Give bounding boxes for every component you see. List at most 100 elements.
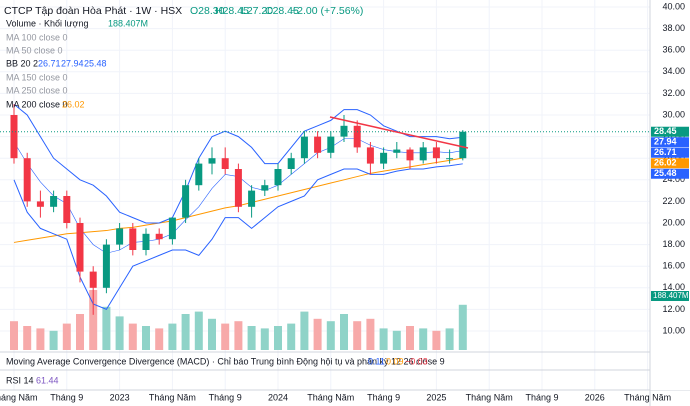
volume-bar	[23, 326, 32, 350]
volume-bar	[62, 323, 71, 350]
plot	[0, 0, 650, 390]
volume-bar	[458, 304, 467, 350]
candle-body	[327, 136, 335, 153]
indicator-value: 188.407M	[108, 18, 148, 28]
volume-bar	[181, 314, 190, 350]
y-tick-label: 12.00	[662, 304, 685, 314]
price-tag-label: 28.45	[654, 126, 677, 136]
ohlc: +2.00 (+7.56%)	[291, 5, 363, 17]
x-tick-label: Tháng 9	[525, 392, 558, 402]
candle-body	[168, 217, 176, 240]
volume-bar	[287, 323, 296, 350]
price-tag-label: 26.02	[654, 158, 677, 168]
candle-body	[446, 158, 454, 160]
candle-body	[261, 185, 269, 191]
candle-body	[300, 136, 308, 159]
y-tick-label: 10.00	[662, 325, 685, 335]
candle-body	[23, 158, 31, 202]
candle-body	[419, 147, 427, 161]
y-tick-label: 16.00	[662, 261, 685, 271]
price-axis	[650, 0, 690, 390]
candle-body	[353, 125, 361, 148]
axis-group: 40.0038.0036.0034.0032.0030.0028.0026.00…	[651, 1, 689, 335]
price-tag	[651, 137, 689, 148]
candle-body	[50, 196, 58, 207]
indicator-value: 26.71	[38, 58, 61, 68]
candle-body	[221, 158, 229, 169]
candle-body	[182, 185, 190, 218]
x-tick-label: Tháng 9	[367, 392, 400, 402]
volume-bar	[155, 328, 164, 350]
candle-body	[340, 125, 348, 137]
volume-bar	[36, 328, 45, 350]
indicator-value: 27.94	[61, 58, 84, 68]
macd-title: Moving Average Convergence Divergence (M…	[6, 356, 445, 366]
volume-bar	[102, 306, 111, 350]
volume-bar	[313, 318, 322, 350]
candle-body	[116, 228, 124, 245]
x-tick-label: Tháng Năm	[307, 392, 354, 402]
bb-lower-line	[13, 163, 463, 311]
bb-upper-line	[13, 103, 463, 224]
volume-tag	[651, 291, 689, 301]
indicator-label: MA 250 close 0	[6, 85, 68, 95]
y-tick-label: 38.00	[662, 23, 685, 33]
volume-bar	[379, 328, 388, 350]
indicator-label: MA 150 close 0	[6, 72, 68, 82]
price-tag	[651, 168, 689, 179]
volume-bar	[194, 311, 203, 350]
candle-body	[287, 158, 295, 169]
indicator-label: MA 100 close 0	[6, 32, 68, 42]
candle-body	[36, 201, 44, 207]
rsi-value: 61.44	[36, 375, 59, 385]
candle-body	[10, 115, 18, 159]
y-tick-label: 24.00	[662, 174, 685, 184]
volume-bar	[208, 318, 216, 350]
trend-line	[329, 116, 469, 149]
indicator-label: Volume · Khối lượng	[6, 18, 88, 28]
ohlc: L27.20	[241, 5, 273, 17]
y-tick-label: 40.00	[662, 1, 685, 11]
price-tag-label: 25.48	[654, 168, 677, 178]
x-tick-label: Tháng Năm	[149, 392, 196, 402]
candle-body	[234, 169, 242, 207]
price-tag	[651, 158, 689, 169]
candle-body	[366, 147, 374, 164]
candle-body	[102, 244, 110, 288]
x-tick-label: Tháng 9	[50, 392, 83, 402]
volume-bar	[168, 323, 177, 350]
candle-body	[314, 136, 322, 153]
candle-body	[89, 271, 97, 288]
volume-bar	[432, 330, 441, 350]
volume-bar	[10, 321, 18, 350]
candle-body	[208, 158, 216, 164]
price-tag	[651, 147, 689, 158]
price-tag	[651, 126, 689, 137]
candle-body	[432, 147, 440, 159]
volume-bar	[392, 330, 401, 350]
indicator-value: 26.02	[62, 99, 85, 109]
candle-body	[195, 163, 203, 186]
y-tick-label: 30.00	[662, 109, 685, 119]
candle-body	[274, 169, 282, 186]
y-tick-label: 18.00	[662, 239, 685, 249]
volume-bar	[247, 326, 256, 350]
volume-bar	[142, 326, 150, 350]
x-tick-label: 2025	[426, 392, 446, 402]
rsi-title: RSI 14	[6, 375, 34, 385]
volume-bar	[221, 323, 230, 350]
x-tick-label: Tháng Năm	[0, 392, 38, 402]
x-tick-label: Tháng Năm	[466, 392, 513, 402]
volume-bar	[353, 321, 362, 350]
x-tick-label: Tháng Năm	[624, 392, 671, 402]
candle-body	[248, 190, 256, 207]
indicator-label: BB 20 2	[6, 58, 38, 68]
x-tick-label: Tháng 9	[209, 392, 242, 402]
indicator-label: MA 200 close 0	[6, 99, 68, 109]
volume-bar	[115, 316, 124, 350]
volume-bar	[128, 323, 137, 350]
y-tick-label: 20.00	[662, 217, 685, 227]
candle-body	[63, 196, 71, 223]
candle-body	[380, 152, 388, 164]
candle-body	[459, 131, 467, 159]
